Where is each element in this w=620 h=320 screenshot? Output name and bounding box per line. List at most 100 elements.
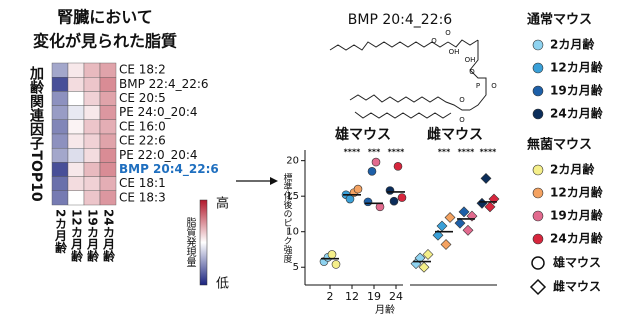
row-label: CE 16:0 — [119, 119, 166, 133]
point — [389, 196, 399, 206]
point — [331, 260, 341, 269]
heat-cell — [51, 62, 69, 78]
point — [367, 167, 377, 176]
heat-cell — [83, 133, 101, 149]
legend-swatch — [532, 39, 544, 51]
point — [371, 157, 381, 167]
x-tick-label: 2 — [327, 290, 334, 303]
heat-cell — [99, 133, 117, 149]
significance: **** — [344, 148, 362, 157]
y-tick-label: 10 — [286, 227, 299, 238]
point — [397, 193, 407, 202]
heat-cell — [51, 162, 69, 177]
heat-cell — [83, 162, 101, 177]
heat-cell — [67, 176, 85, 192]
point — [385, 186, 395, 195]
row-label: CE 18:3 — [119, 190, 166, 204]
atom-label: O — [469, 68, 475, 76]
point — [454, 217, 466, 229]
point — [353, 184, 363, 194]
heat-cell — [67, 62, 85, 78]
colorbar-label: 脂質発現量 — [184, 216, 196, 267]
heat-cell — [51, 190, 69, 206]
atom-label: O — [459, 116, 465, 124]
heat-cell — [83, 76, 101, 92]
colorbar-high: 高 — [216, 196, 229, 212]
heat-cell — [83, 91, 101, 106]
legend-label: 12カ月齢 — [550, 185, 604, 200]
legend-label: 19カ月齢 — [550, 83, 604, 98]
atom-label: O — [445, 29, 451, 37]
y-tick-label: 15 — [286, 191, 299, 202]
row-label: CE 22:6 — [119, 134, 166, 148]
heat-cell — [51, 91, 69, 106]
atom-label: O — [431, 37, 437, 45]
significance: **** — [458, 148, 476, 157]
heat-cell — [51, 119, 69, 135]
legend-swatch — [532, 85, 544, 97]
heatmap-y-label: 加齢関連因子TOP10 — [28, 66, 45, 201]
heat-cell — [99, 162, 117, 177]
heat-cell — [99, 91, 117, 106]
legend-label: 雄マウス — [552, 255, 601, 270]
column-label: 24カ月齢 — [102, 209, 116, 262]
heat-cell — [99, 119, 117, 135]
atom-label: O — [491, 82, 497, 90]
y-axis-label: 標準化後のピーク強度 — [282, 172, 293, 264]
point — [480, 172, 492, 184]
heat-cell — [67, 91, 85, 106]
legend-group: 無菌マウス — [527, 137, 592, 153]
panel-label: 雌マウス — [427, 126, 483, 143]
heat-cell — [83, 62, 101, 78]
legend-shape — [529, 278, 547, 296]
atom-label: OH — [449, 48, 460, 56]
heat-cell — [51, 76, 69, 92]
point — [484, 201, 496, 213]
heat-cell — [83, 147, 101, 163]
legend-label: 2カ月齢 — [550, 162, 595, 177]
heat-cell — [51, 176, 69, 192]
x-axis-label: 月齢 — [375, 303, 395, 316]
heat-cell — [83, 105, 101, 120]
heat-cell — [83, 176, 101, 192]
point — [458, 206, 470, 218]
legend-label: 雌マウス — [553, 279, 601, 294]
column-label: 19カ月齢 — [86, 209, 100, 262]
column-label: 12カ月齢 — [70, 209, 84, 262]
legend-label: 12カ月齢 — [550, 60, 604, 75]
heat-cell — [83, 119, 101, 135]
heat-cell — [67, 147, 85, 163]
colorbar-low: 低 — [216, 277, 229, 292]
significance: **** — [388, 148, 406, 157]
legend-swatch — [532, 210, 544, 222]
row-label: CE 20:5 — [119, 91, 166, 105]
x-tick-label: 19 — [367, 290, 381, 303]
atom-label: P — [476, 82, 480, 90]
point — [444, 212, 456, 223]
legend-shape — [531, 256, 545, 270]
point — [414, 252, 426, 264]
heat-cell — [67, 190, 85, 206]
heat-cell — [67, 162, 85, 177]
heat-cell — [51, 133, 69, 149]
point — [432, 229, 444, 241]
legend-label: 24カ月齢 — [550, 231, 604, 246]
heat-cell — [67, 133, 85, 149]
legend-swatch — [532, 187, 544, 199]
point — [436, 220, 448, 232]
x-tick-label: 12 — [345, 290, 359, 303]
heat-cell — [67, 105, 85, 120]
row-label: PE 22:0_20:4 — [119, 148, 198, 162]
point — [440, 239, 452, 250]
y-tick-label: 5 — [293, 262, 299, 273]
legend-swatch — [532, 164, 544, 176]
point — [327, 250, 337, 259]
legend-label: 24カ月齢 — [550, 106, 604, 121]
legend-label: 2カ月齢 — [550, 37, 595, 52]
heat-cell — [51, 105, 69, 120]
structure-title: BMP 20:4_22:6 — [348, 12, 453, 28]
title-line: 腎臓において — [57, 8, 153, 27]
row-label: PE 24:0_20:4 — [119, 105, 198, 119]
heat-cell — [99, 147, 117, 163]
